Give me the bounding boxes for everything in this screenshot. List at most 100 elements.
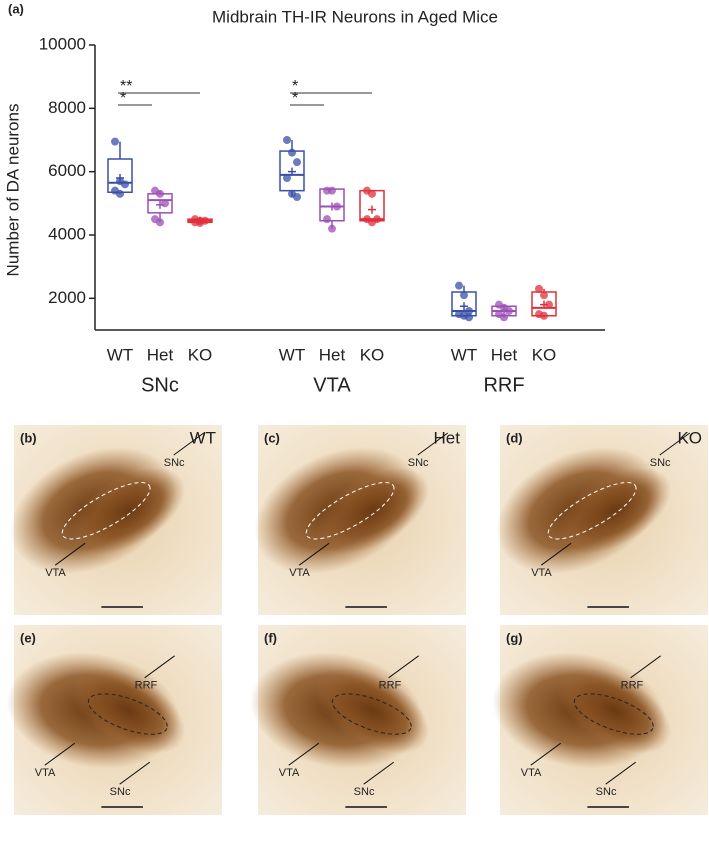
y-tick-label: 4000 <box>48 224 86 243</box>
micrograph-panel: (f) RRF VTA SNc <box>250 625 466 815</box>
region-label: SNc <box>164 457 185 469</box>
panel-label: (g) <box>506 630 523 645</box>
pointer <box>173 432 205 456</box>
mean-marker <box>460 302 468 311</box>
pointer <box>54 542 86 566</box>
data-point <box>465 313 473 322</box>
data-point <box>111 137 119 146</box>
stain <box>315 667 430 754</box>
stain <box>557 467 672 554</box>
panel-label: (f) <box>264 630 277 645</box>
data-point <box>368 189 376 198</box>
mean-marker <box>156 200 164 209</box>
data-point <box>293 193 301 201</box>
mean-marker <box>116 174 124 182</box>
region-label: VTA <box>279 767 300 779</box>
region-label: VTA <box>521 767 542 779</box>
region-label: SNc <box>408 457 429 469</box>
outline <box>547 482 637 540</box>
group-label: VTA <box>313 374 351 396</box>
pointer <box>605 761 636 785</box>
panel-label: (d) <box>506 430 523 445</box>
data-point <box>156 189 164 198</box>
x-tick-label: KO <box>360 345 385 364</box>
mean-marker <box>368 205 376 214</box>
data-point <box>156 218 164 227</box>
genotype-label: WT <box>190 428 216 447</box>
region-label: VTA <box>289 567 310 579</box>
region-label: SNc <box>650 457 671 469</box>
significance-label: ** <box>120 78 132 95</box>
y-tick-label: 10000 <box>39 34 86 53</box>
data-point <box>460 291 468 300</box>
stain <box>557 667 672 754</box>
region-label: RRF <box>135 680 158 692</box>
panel-label: (b) <box>20 430 37 445</box>
region-label: RRF <box>379 680 402 692</box>
pointer <box>630 655 661 679</box>
significance-label: * <box>120 90 126 107</box>
micrograph-panel: (e) RRF VTA SNc <box>6 625 222 815</box>
data-point <box>368 218 376 227</box>
micrograph-panel: (d) KO SNc VTA <box>496 425 708 615</box>
data-point <box>540 311 548 320</box>
data-point <box>283 136 291 144</box>
group-label: SNc <box>141 374 179 396</box>
region-label: RRF <box>621 680 644 692</box>
outline <box>305 482 395 540</box>
pointer <box>417 432 449 456</box>
data-point <box>116 189 124 198</box>
data-point <box>455 281 463 290</box>
group-label: RRF <box>483 374 524 396</box>
micrograph-panel: (b) WT SNc VTA <box>10 425 222 615</box>
region-label: SNc <box>596 786 617 798</box>
micrograph-panel: (c) Het SNc VTA <box>254 425 466 615</box>
data-point <box>328 186 336 195</box>
data-point <box>161 199 169 208</box>
mean-marker <box>328 202 336 211</box>
pointer <box>388 655 419 679</box>
data-point <box>500 313 508 322</box>
stain <box>71 467 186 554</box>
figure-label: (a) <box>8 1 24 16</box>
data-point <box>535 284 543 293</box>
x-tick-label: Het <box>147 345 174 364</box>
region-label: SNc <box>110 786 131 798</box>
data-point <box>540 291 548 300</box>
pointer <box>540 542 572 566</box>
pointer <box>298 542 330 566</box>
x-tick-label: KO <box>532 345 557 364</box>
micrograph-panel: (g) RRF VTA SNc <box>492 625 708 815</box>
region-label: VTA <box>531 567 552 579</box>
genotype-label: KO <box>677 428 702 447</box>
data-point <box>121 180 129 189</box>
x-tick-label: Het <box>319 345 346 364</box>
x-tick-label: Het <box>491 345 518 364</box>
mean-marker <box>540 300 548 309</box>
data-point <box>283 174 291 182</box>
data-point <box>545 300 553 309</box>
significance-label: * <box>292 78 298 95</box>
data-point <box>323 215 331 224</box>
mean-marker <box>196 216 204 225</box>
x-tick-label: WT <box>451 345 477 364</box>
pointer <box>363 761 394 785</box>
data-point <box>333 202 341 211</box>
y-tick-label: 8000 <box>48 98 86 117</box>
panel-label: (e) <box>20 630 36 645</box>
y-tick-label: 2000 <box>48 288 86 307</box>
region-label: SNc <box>354 786 375 798</box>
pointer <box>288 742 320 766</box>
x-tick-label: WT <box>107 345 133 364</box>
y-tick-label: 6000 <box>48 161 86 180</box>
data-point <box>288 148 296 157</box>
x-tick-label: WT <box>279 345 305 364</box>
significance-label: * <box>292 90 298 107</box>
mean-marker <box>288 167 296 176</box>
region-label: VTA <box>45 567 66 579</box>
pointer <box>530 742 562 766</box>
region-label: VTA <box>35 767 56 779</box>
data-point <box>293 158 301 167</box>
outline <box>61 482 151 540</box>
